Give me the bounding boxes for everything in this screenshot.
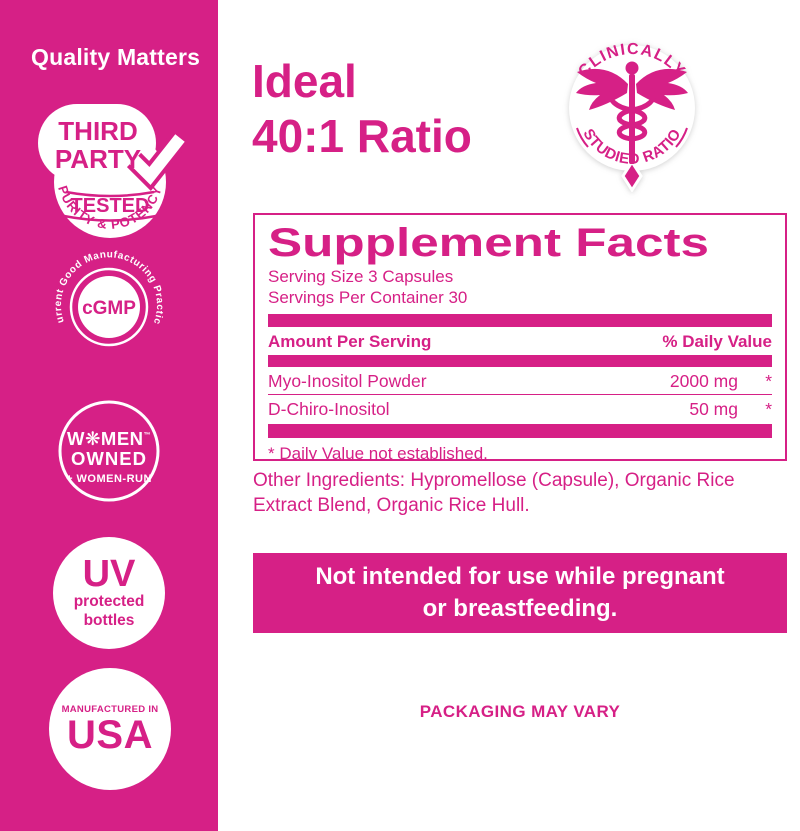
ingredient-row: D-Chiro-Inositol 50 mg * — [268, 395, 772, 422]
third-party-tested: TESTED — [71, 195, 150, 217]
divider-bar — [268, 313, 772, 327]
women-owned-line1: W❋MEN — [67, 428, 144, 449]
svg-text:W❋MEN™: W❋MEN™ — [67, 428, 151, 449]
caduceus-icon — [576, 61, 688, 164]
headline-line2: 40:1 Ratio — [252, 110, 472, 163]
clinically-studied-badge: CLINICALLY STUDIED RATIO — [569, 42, 695, 192]
pregnancy-warning-banner: Not intended for use while pregnant or b… — [253, 553, 787, 633]
divider-bar — [268, 354, 772, 367]
uv-bottles-text: bottles — [83, 612, 135, 630]
third-party-tested-badge: THIRD PARTY TESTED PURITY & POTENCY — [38, 104, 188, 238]
warning-line2: or breastfeeding. — [422, 595, 618, 622]
supplement-facts-panel: Supplement Facts Serving Size 3 Capsules… — [253, 213, 787, 461]
other-ingredients: Other Ingredients: Hypromellose (Capsule… — [253, 470, 735, 517]
cgmp-badge: Current Good Manufacturing Practice cGMP — [52, 250, 164, 347]
ingredient-name: D-Chiro-Inositol — [268, 398, 390, 419]
sidebar-heading: Quality Matters — [31, 44, 201, 70]
women-owned-line3: + WOMEN-RUN — [66, 473, 152, 485]
women-owned-badge: W❋MEN™ OWNED + WOMEN-RUN — [58, 400, 160, 502]
trademark-symbol: ™ — [144, 432, 152, 439]
ingredient-amount: 50 mg — [689, 398, 738, 419]
ingredient-row: Myo-Inositol Powder 2000 mg * — [268, 367, 772, 395]
packaging-note: PACKAGING MAY VARY — [419, 702, 621, 721]
third-party-line2: PARTY — [55, 144, 141, 174]
ingredient-name: Myo-Inositol Powder — [268, 370, 427, 391]
usa-text: USA — [67, 712, 153, 757]
servings-per-container: Servings Per Container 30 — [268, 288, 468, 308]
warning-line1: Not intended for use while pregnant — [315, 563, 725, 591]
daily-value-footnote: * Daily Value not established. — [268, 443, 488, 461]
third-party-line1: THIRD — [58, 116, 137, 146]
ingredient-dv: * — [765, 398, 772, 419]
facts-header-row: Amount Per Serving % Daily Value — [268, 330, 772, 355]
ingredient-amount: 2000 mg — [669, 370, 738, 391]
cgmp-center-text: cGMP — [82, 298, 136, 319]
serving-size: Serving Size 3 Capsules — [268, 267, 454, 286]
made-in-usa-badge: MANUFACTURED IN USA — [49, 668, 171, 790]
quality-sidebar: Quality Matters THIRD PARTY TESTED PURIT… — [0, 0, 218, 831]
uv-protected-text: protected — [73, 592, 145, 610]
divider-bar — [268, 423, 772, 438]
amount-per-serving-label: Amount Per Serving — [268, 331, 432, 351]
product-headline: Ideal 40:1 Ratio — [252, 54, 472, 164]
uv-protected-badge: UV protected bottles — [53, 537, 165, 649]
manufactured-in-text: MANUFACTURED IN — [61, 703, 159, 715]
women-owned-line2: OWNED — [71, 448, 147, 469]
supplement-facts-title: Supplement Facts — [268, 221, 709, 265]
headline-line1: Ideal — [252, 55, 357, 107]
uv-text: UV — [82, 552, 136, 595]
daily-value-label: % Daily Value — [662, 331, 772, 351]
ingredient-dv: * — [765, 370, 772, 391]
